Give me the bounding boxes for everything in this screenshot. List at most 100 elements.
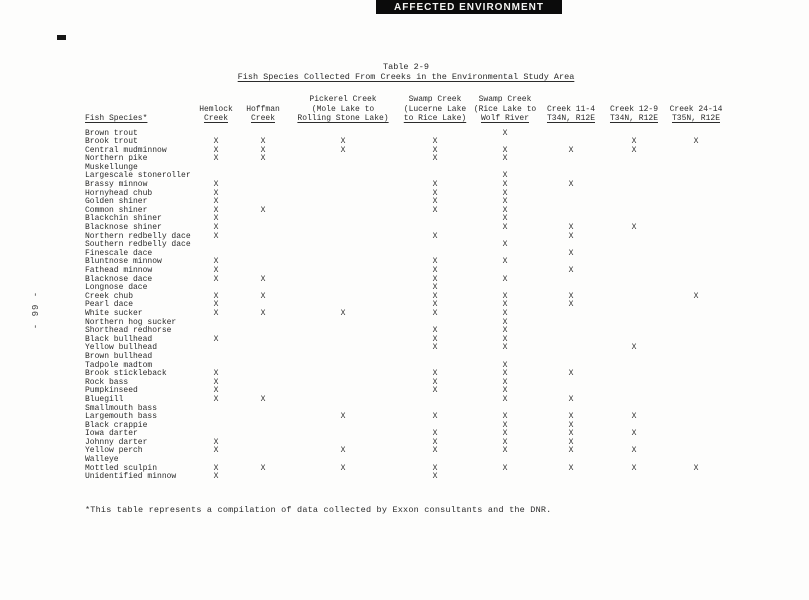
presence-mark-hoffman-creek: X	[260, 274, 266, 284]
empty-cell	[603, 284, 665, 293]
empty-cell	[603, 198, 665, 207]
empty-cell	[193, 241, 239, 250]
empty-cell	[399, 353, 471, 362]
presence-mark-hoffman-creek: X	[260, 137, 266, 147]
presence-mark-swamp-creek-rice: X	[502, 188, 508, 198]
species-column-header: Fish Species*	[85, 114, 148, 123]
presence-mark-hemlock-creek: X	[213, 308, 219, 318]
presence-mark-creek-24-14: X	[693, 463, 699, 473]
presence-mark-hoffman-creek: X	[260, 145, 266, 155]
table-row: Southern redbelly dace X	[85, 241, 727, 250]
table-row: Yellow perch X X X X X X	[85, 447, 727, 456]
presence-mark-swamp-creek-rice: X	[502, 386, 508, 396]
table-row: Pumpkinseed X X X	[85, 387, 727, 396]
species-name: Southern redbelly dace	[85, 240, 191, 250]
presence-mark-hemlock-creek: X	[213, 266, 219, 275]
table-title: Fish Species Collected From Creeks in th…	[237, 72, 575, 82]
empty-cell	[287, 362, 399, 371]
empty-cell	[539, 353, 603, 362]
empty-cell	[539, 319, 603, 328]
table-row: Brook stickleback X X X X	[85, 370, 727, 379]
presence-mark-pickerel-creek: X	[340, 412, 346, 422]
empty-cell	[239, 258, 287, 267]
species-name: Finescale dace	[85, 248, 153, 258]
presence-mark-creek-11-4: X	[568, 446, 574, 456]
species-name: White sucker	[85, 308, 143, 318]
empty-cell	[603, 190, 665, 199]
empty-cell	[665, 215, 727, 224]
empty-cell	[665, 190, 727, 199]
presence-mark-swamp-creek-rice: X	[502, 308, 508, 318]
empty-cell	[239, 379, 287, 388]
empty-cell	[287, 387, 399, 396]
presence-mark-creek-24-14: X	[693, 137, 699, 147]
empty-cell	[239, 430, 287, 439]
species-name: Largescale stoneroller	[85, 171, 191, 181]
presence-mark-swamp-creek-lucerne: X	[432, 274, 438, 284]
table-row: Unidentified minnow X X	[85, 473, 727, 482]
empty-cell	[239, 250, 287, 259]
table-row: Yellow bullhead X X X	[85, 344, 727, 353]
empty-cell	[603, 155, 665, 164]
table-row: Hornyhead chub X X X	[85, 188, 727, 199]
presence-mark-hemlock-creek: X	[213, 369, 219, 379]
presence-mark-hoffman-creek: X	[260, 463, 266, 473]
empty-cell	[239, 327, 287, 336]
empty-cell	[287, 422, 399, 431]
table-row: Johnny darter X X X X	[85, 437, 727, 448]
column-header-swamp-creek-rice: Swamp Creek (Rice Lake to Wolf River	[473, 95, 537, 123]
species-name: Brown trout	[85, 128, 138, 138]
empty-cell	[287, 319, 399, 328]
presence-mark-creek-11-4: X	[568, 463, 574, 473]
species-name: Longnose dace	[85, 283, 148, 293]
presence-mark-swamp-creek-lucerne: X	[432, 308, 438, 318]
species-name: Tadpole madtom	[85, 360, 153, 370]
presence-mark-swamp-creek-lucerne: X	[432, 377, 438, 387]
empty-cell	[539, 207, 603, 216]
presence-mark-hemlock-creek: X	[213, 214, 219, 224]
empty-cell	[287, 327, 399, 336]
presence-mark-swamp-creek-rice: X	[502, 291, 508, 301]
presence-mark-swamp-creek-rice: X	[502, 257, 508, 267]
presence-mark-hoffman-creek: X	[260, 154, 266, 164]
empty-cell	[239, 319, 287, 328]
species-name: Black crappie	[85, 420, 148, 430]
page-number: - 99 -	[31, 290, 41, 330]
empty-cell	[239, 181, 287, 190]
table-row: Creek chub X X X X X X	[85, 291, 727, 302]
presence-mark-hoffman-creek: X	[260, 394, 266, 404]
empty-cell	[603, 319, 665, 328]
empty-cell	[399, 164, 471, 173]
empty-cell	[665, 405, 727, 414]
species-name: Blacknose shiner	[85, 223, 162, 233]
empty-cell	[239, 413, 287, 422]
empty-cell	[665, 267, 727, 276]
presence-mark-hemlock-creek: X	[213, 188, 219, 198]
species-name: Northern pike	[85, 154, 148, 164]
presence-mark-pickerel-creek: X	[340, 463, 346, 473]
presence-mark-swamp-creek-rice: X	[502, 197, 508, 207]
presence-mark-creek-12-9: X	[631, 145, 637, 155]
empty-cell	[665, 258, 727, 267]
table-row: White sucker X X X X X	[85, 308, 727, 319]
presence-mark-creek-11-4: X	[568, 394, 574, 404]
empty-cell	[665, 370, 727, 379]
presence-mark-hemlock-creek: X	[213, 437, 219, 447]
empty-cell	[665, 387, 727, 396]
species-name: Walleye	[85, 455, 119, 465]
species-name: Johnny darter	[85, 437, 148, 447]
species-name: Smallmouth bass	[85, 403, 158, 413]
presence-mark-swamp-creek-lucerne: X	[432, 188, 438, 198]
table-row: Brown bullhead	[85, 351, 727, 362]
empty-cell	[665, 181, 727, 190]
empty-cell	[287, 396, 399, 405]
empty-cell	[665, 233, 727, 242]
table-row: Largescale stoneroller X	[85, 172, 727, 181]
empty-cell	[665, 379, 727, 388]
empty-cell	[539, 190, 603, 199]
species-name: Northern redbelly dace	[85, 231, 191, 241]
species-name: Brown bullhead	[85, 351, 153, 361]
empty-cell	[665, 353, 727, 362]
empty-cell	[603, 241, 665, 250]
empty-cell	[239, 215, 287, 224]
